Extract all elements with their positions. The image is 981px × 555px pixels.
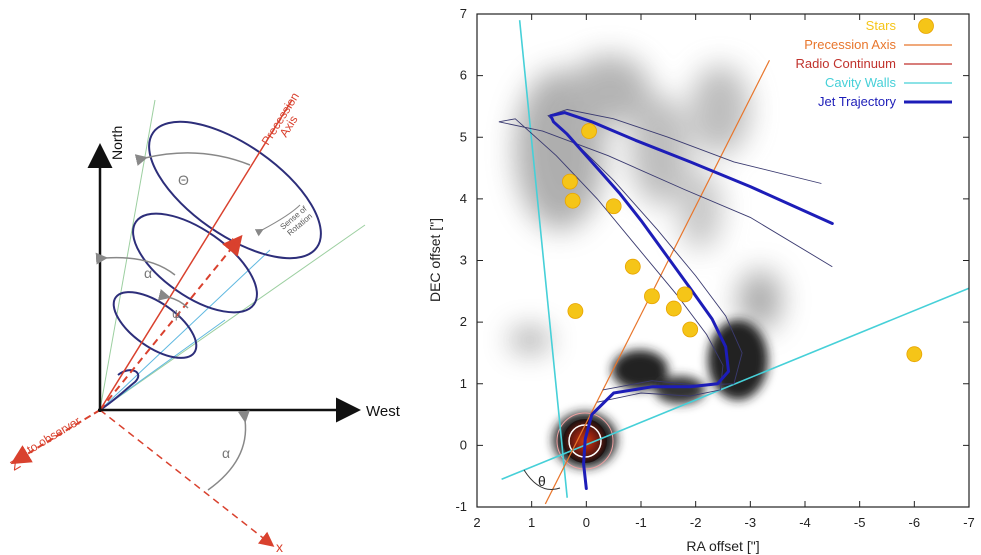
- x-tick-label: -1: [635, 515, 647, 530]
- trajectory-envelope-inner: [498, 118, 833, 403]
- cone-line-lower: [99, 224, 366, 411]
- legend-swatch: [918, 18, 934, 34]
- star-2: [562, 173, 578, 190]
- legend-label: Precession Axis: [804, 37, 896, 52]
- x-label: x: [276, 539, 283, 555]
- x-tick-label: -2: [690, 515, 702, 530]
- y-tick-label: 3: [460, 253, 467, 268]
- star-10: [567, 303, 584, 319]
- z-axis: [10, 409, 101, 465]
- helix-loop-middle: [132, 212, 258, 314]
- x-tick-label: 0: [583, 515, 590, 530]
- psi-symbol: ψ: [172, 307, 181, 321]
- y-tick-label: 4: [460, 191, 467, 206]
- legend-label: Radio Continuum: [796, 56, 896, 71]
- y-tick-label: 6: [460, 68, 467, 83]
- x-tick-label: -4: [799, 515, 811, 530]
- west-label: West: [366, 403, 401, 420]
- theta-symbol: Θ: [178, 172, 189, 188]
- y-axis-label: DEC offset ["]: [427, 218, 443, 302]
- star-5: [624, 258, 641, 275]
- star-6: [644, 288, 660, 305]
- x-axis-label: RA offset ["]: [686, 538, 759, 554]
- y-tick-label: 5: [460, 129, 467, 144]
- star-1: [581, 123, 597, 139]
- psi-arc: [157, 288, 189, 309]
- x-axis-dashed: [99, 409, 275, 547]
- helix-tail: [99, 369, 140, 411]
- cavity-wall-1: [518, 20, 568, 498]
- star-11: [906, 346, 923, 363]
- y-tick-label: 7: [460, 6, 467, 21]
- x-tick-label: -6: [909, 515, 921, 530]
- y-tick-label: 1: [460, 376, 467, 391]
- helix-loop-small: [112, 291, 198, 359]
- precession-axis-line: [99, 99, 293, 411]
- cavity-wall-2: [501, 287, 969, 481]
- legend-label: Cavity Walls: [825, 75, 897, 90]
- alpha-symbol-top: α: [144, 265, 152, 281]
- projection-line: [99, 249, 271, 411]
- x-tick-label: 1: [528, 515, 535, 530]
- helix-loop-large: [148, 120, 322, 260]
- y-tick-label: 2: [460, 314, 467, 329]
- y-axis-dashed: [99, 234, 243, 411]
- star-8: [676, 286, 693, 303]
- y-tick-label: 0: [460, 437, 467, 452]
- rotation-arc: [254, 204, 301, 237]
- alpha-symbol-bottom: α: [222, 445, 230, 461]
- x-tick-label: -7: [963, 515, 975, 530]
- jet-trajectory: [549, 111, 834, 490]
- legend-label: Stars: [866, 18, 897, 33]
- diffuse-emission: [510, 55, 782, 352]
- north-label: North: [109, 126, 125, 160]
- legend-label: Jet Trajectory: [818, 94, 897, 109]
- theta-arc: [523, 469, 561, 490]
- x-tick-label: -5: [854, 515, 866, 530]
- x-tick-label: -3: [745, 515, 757, 530]
- star-7: [665, 300, 682, 317]
- alpha-arc-bottom: [207, 410, 250, 491]
- star-9: [682, 321, 699, 338]
- y-tick-label: -1: [455, 499, 467, 514]
- alpha-arc-top: [95, 252, 176, 276]
- star-4: [605, 198, 622, 215]
- precession-axis: [544, 59, 771, 505]
- cone-line-upper: [99, 99, 156, 411]
- theta-arc: [134, 152, 251, 166]
- x-tick-label: 2: [473, 515, 480, 530]
- legend: Stars Precession Axis Radio Continuum Cavit…: [796, 18, 952, 109]
- star-3: [564, 192, 581, 209]
- theta-label: θ: [538, 473, 546, 489]
- precession-diagram: North West Z to observer x y Precession …: [7, 90, 401, 555]
